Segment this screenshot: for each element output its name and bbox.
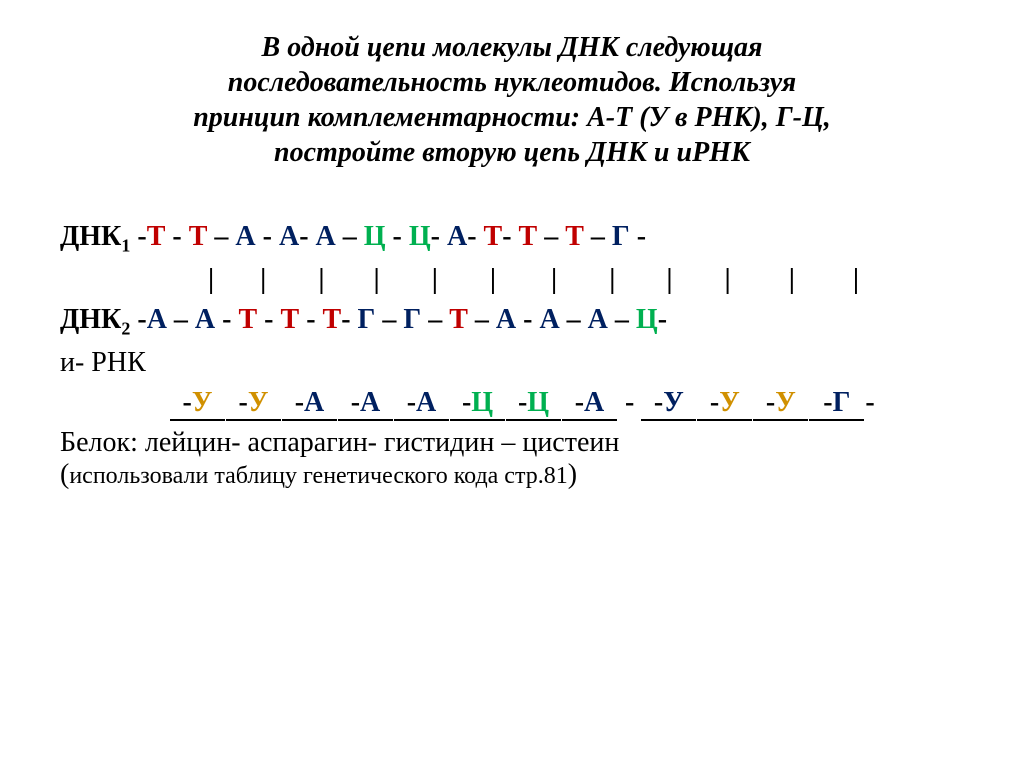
title-line4: постройте вторую цепь ДНК и иРНК — [274, 137, 750, 168]
dnk1-sequence: -Т - Т – А - А- А – Ц - Ц- А- Т- Т – Т –… — [137, 221, 646, 252]
title-line3: принцип комплементарности: А-Т (У в РНК)… — [193, 102, 831, 133]
rna-label-row: и- РНК — [60, 346, 974, 380]
rna-label: и- РНК — [60, 347, 146, 378]
rna-row: -У -У -А -А -А -Ц -Ц -А - -У -У -У -Г - — [60, 386, 974, 422]
bond-row: |||||||||||| — [60, 263, 974, 297]
title-block: В одной цепи молекулы ДНК следующая посл… — [50, 30, 974, 170]
note-prefix: ( — [60, 459, 69, 490]
rna-sequence: -У -У -А -А -А -Ц -Ц -А - -У -У -У -Г - — [60, 387, 875, 418]
dnk2-row: ДНК2 -А – А - Т - Т - Т- Г – Г – Т – А -… — [60, 303, 974, 340]
dnk2-sequence: -А – А - Т - Т - Т- Г – Г – Т – А - А – … — [137, 304, 667, 335]
dnk1-label: ДНК1 — [60, 221, 130, 252]
bond-sequence: |||||||||||| — [60, 264, 859, 295]
note-line: (использовали таблицу генетического кода… — [60, 459, 974, 491]
dnk1-row: ДНК1 -Т - Т – А - А- А – Ц - Ц- А- Т- Т … — [60, 220, 974, 257]
title-line1: В одной цепи молекулы ДНК следующая — [262, 32, 763, 63]
note-text: использовали таблицу генетического кода … — [69, 463, 567, 489]
note-suffix: ) — [568, 459, 577, 490]
page: В одной цепи молекулы ДНК следующая посл… — [0, 0, 1024, 491]
title-line2: последовательность нуклеотидов. Использу… — [228, 67, 796, 98]
protein-line: Белок: лейцин- аспарагин- гистидин – цис… — [60, 427, 974, 459]
sequence-block: ДНК1 -Т - Т – А - А- А – Ц - Ц- А- Т- Т … — [60, 220, 974, 421]
dnk2-label: ДНК2 — [60, 304, 130, 335]
